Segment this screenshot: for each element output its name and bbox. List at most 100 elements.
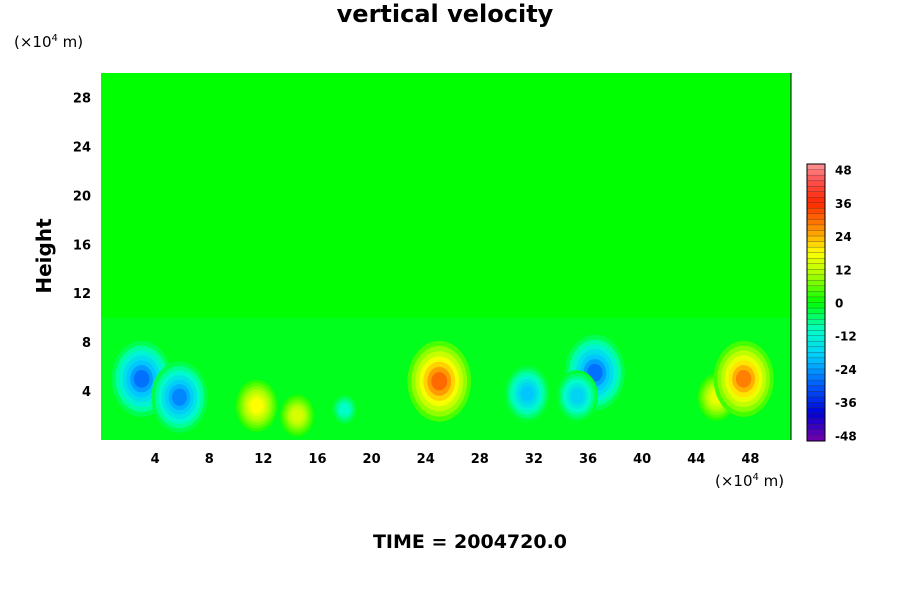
contour-level xyxy=(133,369,150,388)
colorbar-segment xyxy=(806,252,826,259)
colorbar-segment xyxy=(806,285,826,292)
x-tick-label: 32 xyxy=(525,452,543,467)
contour-level xyxy=(570,388,584,404)
colorbar-tick-label: 12 xyxy=(835,263,852,277)
y-tick-label: 4 xyxy=(82,385,91,400)
velocity-cell xyxy=(504,365,550,422)
y-tick-label: 16 xyxy=(73,238,91,253)
colorbar-segment xyxy=(806,396,826,403)
colorbar-segment xyxy=(806,174,826,182)
colorbar-segment xyxy=(806,407,826,414)
time-label: TIME = 2004720.0 xyxy=(372,531,568,553)
colorbar-segment xyxy=(806,335,826,342)
colorbar-segment xyxy=(806,324,826,331)
colorbar-segment xyxy=(806,169,826,176)
contour-level xyxy=(250,398,263,413)
colorbar-segment xyxy=(806,263,826,270)
colorbar-segment xyxy=(806,197,826,204)
colorbar-ticks: 48 36 24 12 0 -12 -24 -36 -48 xyxy=(835,164,857,444)
colorbar xyxy=(806,163,826,442)
colorbar-segment xyxy=(806,390,826,398)
colorbar-segment xyxy=(806,385,826,392)
y-tick-label: 8 xyxy=(82,336,91,351)
x-tick-label: 8 xyxy=(205,452,214,467)
colorbar-segment xyxy=(806,302,826,309)
colorbar-segment xyxy=(806,429,826,436)
contour-level xyxy=(172,388,187,406)
contour-level xyxy=(291,409,304,422)
colorbar-segment xyxy=(806,230,826,237)
y-tick-label: 24 xyxy=(73,140,91,155)
x-tick-label: 36 xyxy=(579,452,597,467)
colorbar-segment xyxy=(806,330,826,337)
x-tick-label: 48 xyxy=(741,452,759,467)
x-tick-label: 16 xyxy=(308,452,326,467)
colorbar-segment xyxy=(806,435,826,442)
colorbar-segment xyxy=(806,346,826,353)
colorbar-segment xyxy=(806,418,826,425)
x-tick-label: 40 xyxy=(633,452,651,467)
velocity-cell xyxy=(280,394,315,437)
colorbar-segment xyxy=(806,180,826,187)
x-axis-ticks: 4 8 12 16 20 24 28 32 36 40 44 48 xyxy=(151,452,760,467)
contour-level xyxy=(735,369,752,388)
colorbar-segment xyxy=(806,213,826,220)
x-tick-label: 44 xyxy=(687,452,705,467)
x-tick-label: 12 xyxy=(254,452,272,467)
colorbar-segment xyxy=(806,318,826,326)
x-unit-label: (×104 m) xyxy=(715,472,785,490)
y-unit-label: (×104 m) xyxy=(14,33,84,51)
colorbar-segment xyxy=(806,202,826,209)
colorbar-segment xyxy=(806,352,826,359)
colorbar-frame xyxy=(806,163,826,442)
x-tick-label: 20 xyxy=(363,452,381,467)
colorbar-segment xyxy=(806,357,826,364)
y-tick-label: 12 xyxy=(73,287,91,302)
colorbar-segment xyxy=(806,368,826,375)
y-axis-ticks: 4 8 12 16 20 24 28 xyxy=(73,91,91,400)
velocity-cell xyxy=(407,340,472,422)
colorbar-segment xyxy=(806,341,826,348)
colorbar-tick-label: -24 xyxy=(835,363,857,377)
colorbar-segment xyxy=(806,269,826,276)
colorbar-segment xyxy=(806,413,826,420)
colorbar-segment xyxy=(806,280,826,287)
x-tick-label: 28 xyxy=(471,452,489,467)
colorbar-segment xyxy=(806,296,826,303)
colorbar-segment xyxy=(806,163,826,170)
colorbar-segment xyxy=(806,191,826,198)
colorbar-segment xyxy=(806,307,826,315)
colorbar-tick-label: -36 xyxy=(835,396,857,410)
colorbar-segment xyxy=(806,291,826,298)
contour-level xyxy=(520,386,534,401)
colorbar-segment xyxy=(806,208,826,215)
velocity-cell xyxy=(235,379,278,432)
velocity-cell xyxy=(713,340,774,417)
colorbar-segment xyxy=(806,424,826,431)
colorbar-segment xyxy=(806,246,826,254)
colorbar-tick-label: 0 xyxy=(835,297,843,311)
contour-level xyxy=(431,372,448,391)
colorbar-segment xyxy=(806,235,826,243)
colorbar-tick-label: 36 xyxy=(835,197,852,211)
colorbar-segment xyxy=(806,224,826,231)
x-tick-label: 24 xyxy=(417,452,435,467)
colorbar-tick-label: -12 xyxy=(835,330,857,344)
colorbar-segment xyxy=(806,219,826,226)
y-tick-label: 28 xyxy=(73,91,91,106)
colorbar-segment xyxy=(806,379,826,387)
colorbar-segment xyxy=(806,363,826,370)
y-tick-label: 20 xyxy=(73,189,91,204)
colorbar-tick-label: -48 xyxy=(835,429,857,443)
contour-level xyxy=(339,403,350,416)
velocity-cell xyxy=(556,370,598,422)
chart-title: vertical velocity xyxy=(336,0,554,28)
velocity-cell xyxy=(151,361,208,433)
colorbar-segment xyxy=(806,313,826,320)
colorbar-segment xyxy=(806,258,826,265)
colorbar-segment xyxy=(806,186,826,193)
colorbar-segment xyxy=(806,374,826,381)
colorbar-tick-label: 24 xyxy=(835,230,852,244)
x-tick-label: 4 xyxy=(151,452,160,467)
